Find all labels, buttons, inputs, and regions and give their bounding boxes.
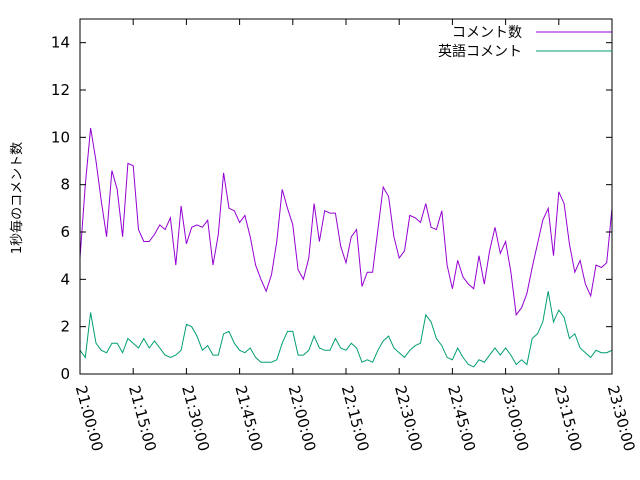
y-tick-label: 10 bbox=[51, 128, 70, 146]
x-tick-label: 22:30:00 bbox=[391, 384, 426, 454]
series-layer bbox=[79, 127, 613, 368]
x-tick-label: 21:30:00 bbox=[178, 384, 213, 454]
legend-label-1: コメント数 bbox=[452, 25, 522, 41]
y-axis-label: 1秒毎のコメント数 bbox=[9, 142, 25, 254]
y-tick-label: 14 bbox=[51, 34, 70, 52]
x-tick-label: 21:45:00 bbox=[231, 384, 266, 454]
x-tick-label: 22:15:00 bbox=[338, 384, 373, 454]
x-tick-label: 23:30:00 bbox=[604, 384, 639, 454]
y-tick-label: 4 bbox=[60, 270, 70, 288]
plot-frame bbox=[79, 18, 613, 375]
tick-layer: 0 2 4 6 8 10 12 14 21:00:00 21:15:00 21:30:00 21:45… bbox=[51, 19, 639, 453]
axis-layer bbox=[79, 18, 613, 375]
y-tick-label: 8 bbox=[60, 176, 70, 194]
y-tick-label: 6 bbox=[60, 223, 70, 241]
x-tick-label: 21:15:00 bbox=[125, 384, 160, 454]
x-tick-label: 21:00:00 bbox=[72, 384, 107, 454]
series-line-1 bbox=[79, 127, 613, 317]
x-tick-label: 22:45:00 bbox=[444, 384, 479, 454]
x-tick-label: 23:00:00 bbox=[497, 384, 532, 454]
y-tick-label: 12 bbox=[51, 81, 70, 99]
series-line-2 bbox=[79, 291, 613, 368]
y-tick-label: 0 bbox=[60, 365, 70, 383]
x-tick-label: 22:00:00 bbox=[285, 384, 320, 454]
x-tick-label: 23:15:00 bbox=[551, 384, 586, 454]
legend-label-2: 英語コメント bbox=[438, 43, 522, 60]
y-tick-label: 2 bbox=[60, 318, 70, 336]
